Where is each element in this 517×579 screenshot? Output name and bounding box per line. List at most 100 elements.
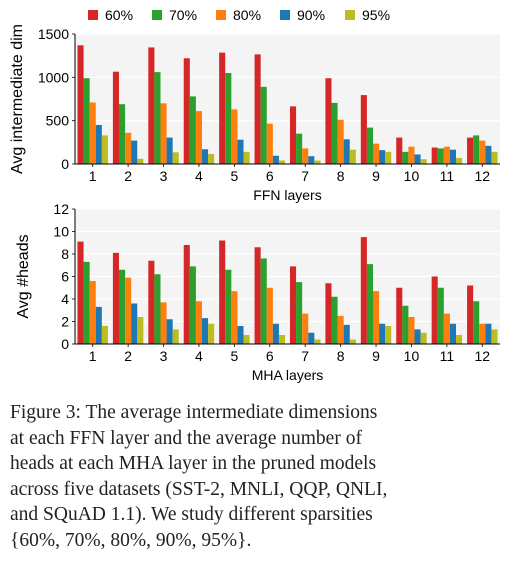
bar <box>237 326 244 344</box>
bar <box>278 335 286 344</box>
y-tick-label: 10 <box>53 224 69 240</box>
bar <box>266 123 273 164</box>
bar <box>95 306 102 344</box>
x-tick-label: 3 <box>160 168 168 184</box>
bar <box>479 140 486 164</box>
bar <box>183 58 190 165</box>
bar <box>408 146 415 164</box>
y-tick-label: 1000 <box>38 69 69 85</box>
bar <box>349 339 356 344</box>
bar <box>473 135 480 164</box>
bar <box>254 247 261 344</box>
bar <box>379 150 386 164</box>
bar <box>243 151 250 164</box>
bar <box>331 296 338 344</box>
bar <box>183 245 190 344</box>
legend-label: 60% <box>105 7 133 23</box>
x-tick-label: 2 <box>124 168 132 184</box>
x-tick-label: 7 <box>301 168 309 184</box>
bar <box>296 282 303 344</box>
x-tick-label: 6 <box>266 348 274 364</box>
bar <box>302 148 309 164</box>
bar <box>437 148 444 164</box>
bar <box>266 287 273 344</box>
bar <box>331 102 338 164</box>
bar <box>366 264 373 344</box>
bar <box>473 301 480 344</box>
bar <box>148 260 155 344</box>
bar <box>131 140 138 164</box>
y-axis-label: Avg #heads <box>15 234 32 318</box>
bar <box>231 109 238 164</box>
bar <box>95 125 102 164</box>
y-tick-label: 12 <box>53 201 69 217</box>
x-tick-label: 9 <box>372 168 380 184</box>
bar <box>272 155 279 164</box>
x-tick-label: 10 <box>404 348 420 364</box>
bar <box>396 137 403 164</box>
bar <box>208 323 215 344</box>
bar <box>431 147 438 164</box>
bar <box>343 324 350 344</box>
bar <box>219 240 226 344</box>
bar <box>202 149 209 164</box>
y-tick-label: 1500 <box>38 26 69 42</box>
bar <box>308 156 315 164</box>
bar <box>396 287 403 344</box>
bar <box>402 151 409 164</box>
bar <box>325 78 332 164</box>
bar <box>302 313 309 344</box>
bar <box>89 281 96 344</box>
caption-line: Figure 3: The average intermediate dimen… <box>10 402 378 423</box>
bar <box>83 78 90 164</box>
bar <box>243 335 250 344</box>
bar <box>166 319 173 344</box>
bar <box>337 119 344 164</box>
x-tick-label: 6 <box>266 168 274 184</box>
bar <box>443 313 450 344</box>
bar <box>491 151 498 164</box>
bar <box>154 274 161 344</box>
legend-label: 80% <box>233 7 261 23</box>
x-tick-label: 1 <box>89 348 97 364</box>
legend-swatch <box>345 10 355 20</box>
bar <box>260 86 267 164</box>
legend: 60% 70% 80% 90% 95% <box>88 7 390 23</box>
x-tick-label: 2 <box>124 348 132 364</box>
bar <box>343 139 350 164</box>
bar <box>443 146 450 164</box>
bar <box>491 329 498 344</box>
x-tick-label: 8 <box>337 348 345 364</box>
bar <box>225 73 232 164</box>
bar <box>366 127 373 164</box>
bar <box>437 287 444 344</box>
bar <box>314 160 321 164</box>
x-tick-label: 1 <box>89 168 97 184</box>
x-tick-label: 12 <box>475 348 491 364</box>
bar <box>148 47 155 164</box>
bar <box>125 132 132 164</box>
figure-caption: Figure 3: The average intermediate dimen… <box>10 400 507 553</box>
x-tick-label: 4 <box>195 168 203 184</box>
bar <box>101 135 108 164</box>
bar <box>219 52 226 165</box>
x-tick-label: 11 <box>440 168 455 184</box>
x-tick-label: 7 <box>301 348 309 364</box>
y-tick-label: 500 <box>46 113 70 129</box>
x-tick-label: 4 <box>195 348 203 364</box>
bar <box>237 139 244 164</box>
bar <box>260 258 267 344</box>
bar <box>137 158 144 164</box>
bar <box>467 137 474 164</box>
y-tick-label: 0 <box>61 156 69 172</box>
legend-label: 70% <box>169 7 197 23</box>
bar <box>372 143 380 164</box>
bar <box>456 157 463 164</box>
bar <box>385 326 392 344</box>
x-tick-label: 11 <box>440 348 455 364</box>
bar <box>166 137 173 164</box>
bar <box>485 145 492 164</box>
plot-area <box>75 34 500 164</box>
